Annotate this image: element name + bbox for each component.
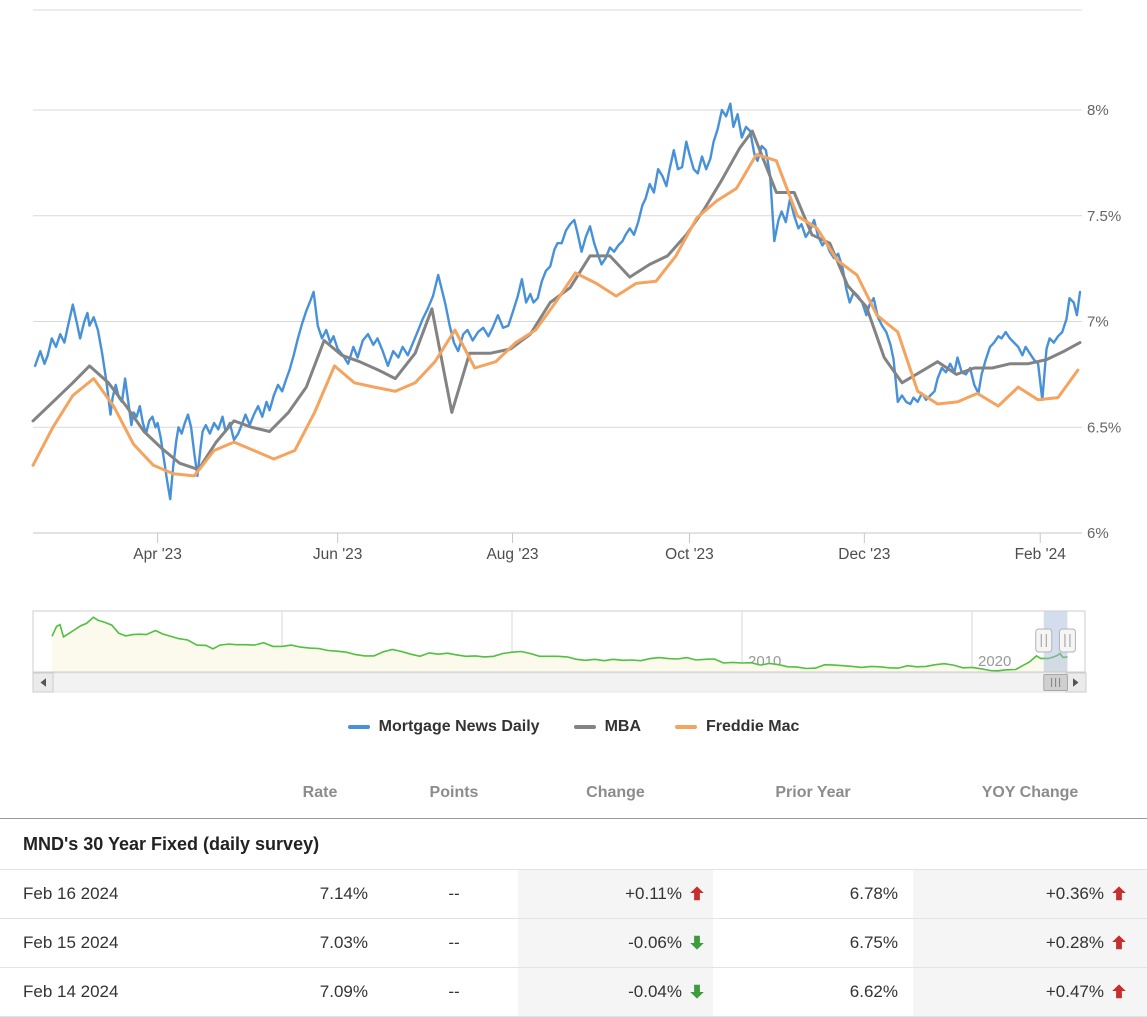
table-header-row: Rate Points Change Prior Year YOY Change [0, 768, 1147, 819]
up-arrow-icon [1112, 935, 1126, 950]
rates-chart[interactable]: 6% 6.5% 7% 7.5% 8% Apr '23 Jun '23 Aug '23 Oct '… [0, 0, 1147, 700]
legend-item-mba[interactable]: MBA [573, 718, 641, 736]
row-prior-year: 6.75% [713, 918, 913, 968]
row-date: Feb 15 2024 [0, 918, 250, 968]
table-section-row: MND's 30 Year Fixed (daily survey) [0, 818, 1147, 870]
y-axis-label: 7% [1087, 314, 1109, 331]
x-axis-label: Dec '23 [838, 546, 890, 563]
legend-label: Freddie Mac [706, 718, 800, 735]
header-prior-year: Prior Year [775, 784, 851, 801]
row-date: Feb 16 2024 [0, 869, 250, 919]
table-row: Feb 16 2024 7.14% -- +0.11% 6.78% +0.36% [0, 869, 1147, 919]
series-mortgage-news-daily[interactable] [33, 102, 1082, 501]
row-yoy-change: +0.36% [913, 869, 1147, 919]
mnd-series-swatch-icon [347, 725, 370, 729]
row-yoy-change: +0.28% [913, 918, 1147, 968]
row-rate: 7.03% [250, 918, 390, 968]
table-row: Feb 14 2024 7.09% -- -0.04% 6.62% +0.47% [0, 967, 1147, 1017]
navigator-handle-left[interactable] [1035, 628, 1053, 653]
row-change: +0.11% [518, 869, 713, 919]
header-rate: Rate [302, 784, 338, 801]
down-arrow-icon [690, 935, 704, 950]
row-prior-year: 6.62% [713, 967, 913, 1017]
y-axis-label: 8% [1087, 102, 1109, 119]
y-axis-label: 6.5% [1087, 419, 1121, 436]
x-axis-label: Aug '23 [486, 546, 538, 563]
x-axis-label: Jun '23 [313, 546, 363, 563]
row-change: -0.04% [518, 967, 713, 1017]
section-title: MND's 30 Year Fixed (daily survey) [0, 818, 1147, 870]
legend-item-mortgage-news-daily[interactable]: Mortgage News Daily [347, 718, 540, 736]
row-points: -- [390, 967, 518, 1017]
row-points: -- [390, 918, 518, 968]
row-rate: 7.09% [250, 967, 390, 1017]
navigator-frame [32, 610, 1086, 673]
legend-item-freddie-mac[interactable]: Freddie Mac [675, 718, 799, 736]
chart-legend: Mortgage News Daily MBA Freddie Mac [0, 712, 1147, 742]
header-date [0, 768, 250, 819]
x-axis-label: Feb '24 [1015, 546, 1067, 563]
freddie-series-swatch-icon [675, 725, 697, 729]
up-arrow-icon [1112, 886, 1126, 901]
legend-label: MBA [604, 718, 641, 735]
down-arrow-icon [690, 984, 704, 999]
navigator-handle-right[interactable] [1058, 628, 1076, 653]
navigator-year-label: 2020 [978, 653, 1011, 670]
scrollbar-track[interactable] [52, 672, 1067, 693]
header-yoy-change: YOY Change [981, 784, 1079, 801]
x-axis-label: Apr '23 [133, 546, 182, 563]
legend-label: Mortgage News Daily [378, 718, 540, 735]
table-row: Feb 15 2024 7.03% -- -0.06% 6.75% +0.28% [0, 918, 1147, 968]
header-points: Points [429, 784, 479, 801]
row-date: Feb 14 2024 [0, 967, 250, 1017]
scrollbar-right-arrow-icon [1073, 678, 1079, 687]
y-axis-label: 6% [1087, 525, 1109, 542]
navigator-area-fill [52, 617, 1068, 672]
rates-table: Rate Points Change Prior Year YOY Change… [0, 768, 1147, 1017]
row-points: -- [390, 869, 518, 919]
row-rate: 7.14% [250, 869, 390, 919]
up-arrow-icon [1112, 984, 1126, 999]
mba-series-swatch-icon [573, 725, 596, 729]
navigator-selection-window[interactable] [1043, 611, 1068, 672]
x-axis-label: Oct '23 [665, 546, 714, 563]
row-change: -0.06% [518, 918, 713, 968]
scrollbar-left-arrow-icon [40, 678, 46, 687]
series-freddie-mac[interactable] [31, 152, 1080, 478]
navigator-series [51, 616, 1068, 672]
row-yoy-change: +0.47% [913, 967, 1147, 1017]
row-prior-year: 6.78% [713, 869, 913, 919]
y-axis-label: 7.5% [1087, 208, 1121, 225]
up-arrow-icon [690, 886, 704, 901]
header-change: Change [586, 784, 645, 801]
